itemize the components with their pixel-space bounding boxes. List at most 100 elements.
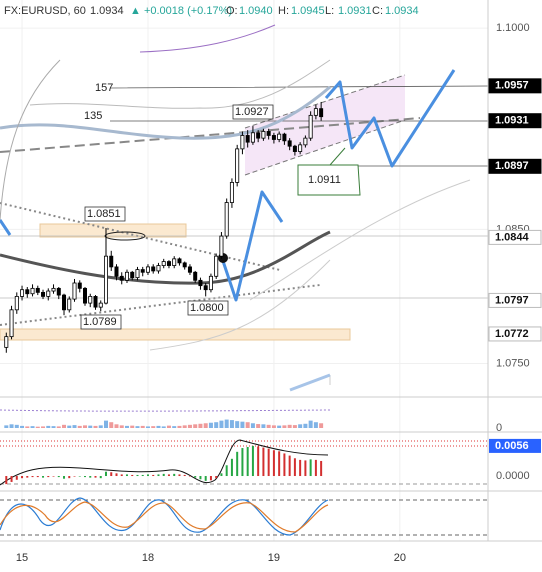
price-tag-label: 1.0931 [495,115,529,127]
candle-body [25,289,30,295]
volume-bar [266,424,271,428]
annotation: 1.0851 [87,208,121,220]
candle-body [261,131,266,139]
annotation: 1.0789 [83,316,117,328]
price-tag-label: 1.0897 [495,160,529,172]
macd-bar [110,472,113,477]
ohlc: O: 1.0940 H: 1.0945 L: 1.0931 C: 1.0934 [226,5,419,17]
volume-bar [30,426,35,428]
candle-body [156,265,161,272]
volume-bar [203,423,208,428]
volume-bar [56,426,61,428]
x-tick-label: 20 [394,552,406,564]
annotation-box [84,206,126,222]
volume-bar [308,420,313,428]
macd-bar [136,474,139,477]
ohlc-value: 1.0934 [385,5,419,17]
macd-bar [94,476,97,478]
macd-bar [10,476,13,482]
volume-bar [83,425,88,428]
macd-bar [99,476,102,479]
volume-bar [4,425,9,428]
macd-bar [115,473,118,477]
candle-body [308,114,313,139]
candle-body [287,140,292,147]
volume-bar [140,425,145,428]
candle-body [67,298,72,311]
volume-bar [261,424,266,428]
level-line [109,85,489,167]
macd-bar [42,476,45,478]
candle-body [124,271,129,281]
moving-average [0,85,331,140]
candle-body [14,296,19,311]
candle-body [114,266,119,277]
volume-bar [109,422,114,428]
macd-bar [225,465,228,477]
macd-bar [68,476,71,479]
candle-body [161,261,166,266]
ohlc-name: H: [278,5,289,17]
volume-bar [292,425,297,428]
volume-bar [35,426,40,428]
ohlc-name: O: [226,5,238,17]
macd-bar [57,476,60,478]
volume-bar [214,422,219,428]
candle-body [145,266,150,273]
macd-bar [183,474,186,477]
candle-body [240,135,245,150]
volume-bar [88,425,93,428]
volume-bar [145,426,150,428]
macd-bar [173,473,176,477]
macd-bar [15,476,18,480]
price-tag-label: 1.0797 [495,294,529,306]
bollinger [29,59,331,109]
trendline [0,284,321,326]
volume-bar [161,426,166,428]
macd-bar [5,476,8,485]
candle-body [319,108,324,118]
ohlc-value: 1.0931 [338,5,372,17]
stoch-k [0,497,329,536]
annotation: 1.0927 [235,106,269,118]
candle-body [4,336,9,348]
macd-bar [283,453,286,477]
volume-bar [124,425,129,428]
macd-bar [309,459,312,477]
macd-bar [178,474,181,477]
candle-body [229,182,234,203]
macd-bar [167,474,170,477]
annotation: 1.0800 [190,302,224,314]
x-tick-label: 18 [142,552,154,564]
volume-bar [193,424,198,428]
macd-bar [241,448,244,477]
volume-bar [208,422,213,428]
stoch-d [0,501,329,533]
candle-body [182,262,187,268]
candle-body [219,235,224,257]
macd-bar [47,476,50,478]
candle-body [72,282,77,300]
volume-bar [235,421,240,428]
volume-bar [303,423,308,428]
volume-bar [14,424,19,428]
candle-body [46,290,51,297]
macd-bar [141,474,144,477]
candle-body [298,144,303,152]
volume-bar [271,425,276,428]
volume-bar [41,426,46,428]
candle-body [88,296,93,304]
macd-bar [36,476,39,478]
volume-bar [166,425,171,428]
bollinger [139,24,276,53]
volume-bar [93,425,98,428]
volume-bar [46,425,51,428]
macd-bar [162,473,165,477]
level-line [0,235,488,299]
candle-body [93,296,98,308]
macd-bar [152,474,155,477]
macd-bar [230,458,233,477]
volume-bar [98,425,103,428]
